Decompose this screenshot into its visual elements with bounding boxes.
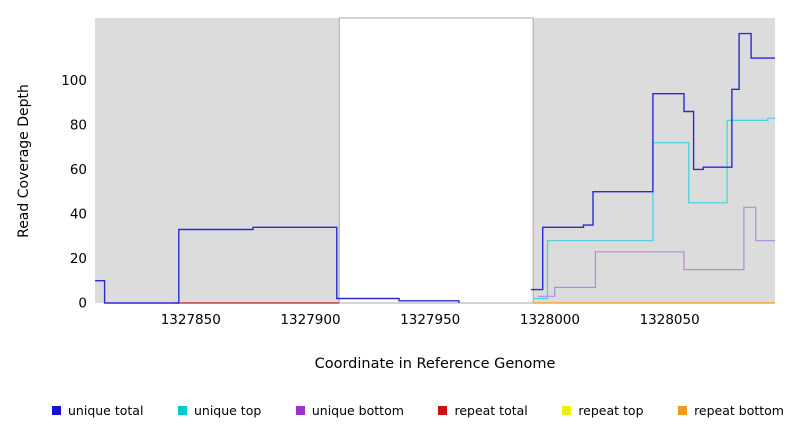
legend-item-unique-top: unique top (177, 402, 262, 418)
legend-marker-icon (295, 405, 305, 415)
series-line-unique-total (95, 226, 460, 304)
legend-label: unique bottom (311, 402, 404, 418)
chart-legend: unique total unique top unique bottom repea… (52, 400, 784, 420)
legend-item-repeat-bottom: repeat bottom (678, 403, 784, 418)
legend-label: repeat total (454, 402, 528, 418)
legend-item-repeat-top: repeat top (562, 402, 644, 418)
x-axis-label: Coordinate in Reference Genome (314, 356, 556, 372)
y-tick-label: 20 (70, 251, 87, 267)
x-tick-label: 1327950 (400, 312, 460, 328)
legend-label: unique top (193, 402, 262, 418)
legend-marker-icon (678, 405, 688, 415)
x-tick-label: 1328050 (640, 312, 700, 328)
series-line-unique-total (530, 32, 775, 291)
x-tick-label: 1328000 (520, 312, 580, 328)
legend-marker-icon (177, 405, 187, 415)
legend-marker-icon (52, 405, 61, 415)
legend-label: unique total (68, 402, 144, 418)
series-line-unique-bottom (538, 206, 775, 297)
legend-label: repeat top (578, 402, 644, 418)
y-tick-label: 0 (78, 296, 87, 312)
series-line-unique-top (533, 117, 775, 300)
y-tick-label: 100 (61, 73, 87, 89)
x-tick-label: 1327850 (161, 312, 221, 328)
y-tick-label: 60 (70, 162, 87, 178)
legend-item-repeat-total: repeat total (438, 402, 528, 418)
y-axis-label: Read Coverage Depth (16, 84, 32, 238)
legend-item-unique-total: unique total (52, 403, 143, 418)
y-tick-label: 80 (70, 117, 87, 133)
legend-item-unique-bottom: unique bottom (295, 402, 404, 418)
legend-marker-icon (562, 405, 572, 415)
y-tick-label: 40 (70, 206, 87, 222)
legend-marker-icon (438, 405, 448, 415)
legend-label: repeat bottom (694, 402, 784, 418)
white-band (338, 17, 534, 304)
x-tick-label: 1327900 (280, 312, 340, 328)
